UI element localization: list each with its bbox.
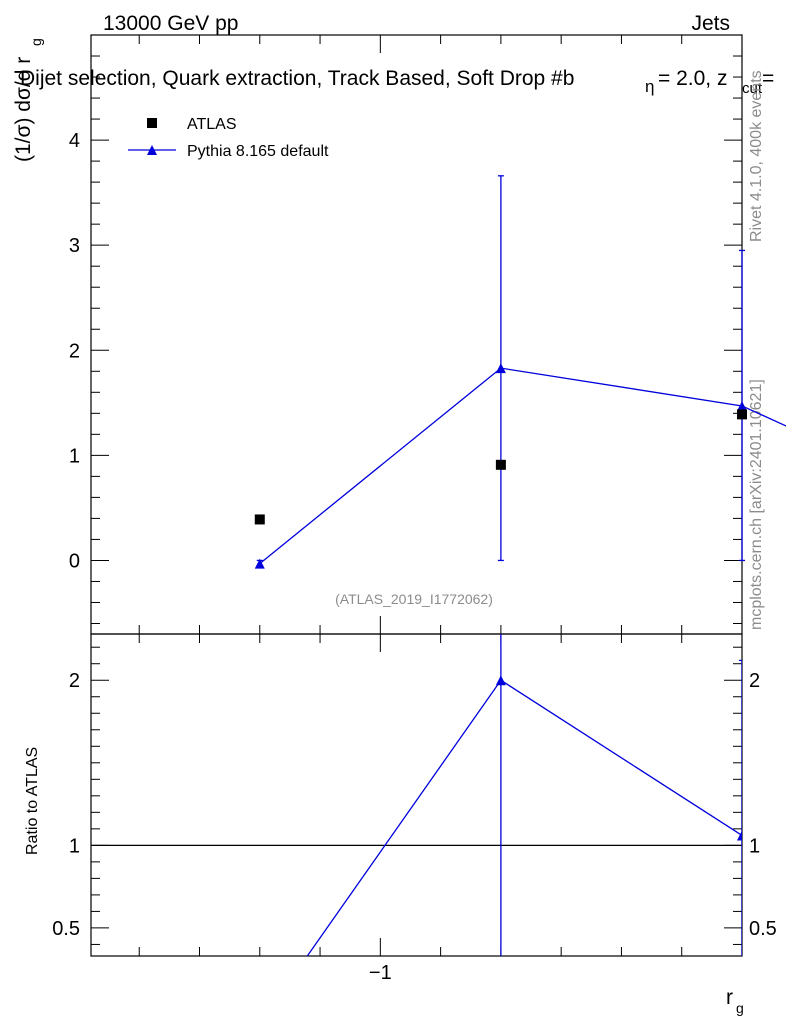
- legend: ATLAS Pythia 8.165 default: [128, 116, 329, 160]
- mcplots-label: mcplots.cern.ch [arXiv:2401.10621]: [748, 379, 765, 630]
- plot-title-suffix: = 2.0, z: [658, 67, 727, 90]
- main-y-tick-label: 1: [69, 445, 80, 467]
- main-y-tick-label: 3: [69, 235, 80, 257]
- ratio-y-tick-label: 1: [69, 835, 80, 857]
- ratio-y-tick-label-right: 0.5: [749, 918, 777, 940]
- atlas-point: [737, 409, 747, 420]
- legend-atlas-label: ATLAS: [187, 116, 237, 133]
- atlas-point: [495, 459, 506, 470]
- jets-label: Jets: [691, 12, 730, 35]
- pythia-point: [737, 400, 747, 411]
- ratio-y-tick-label-right: 2: [749, 670, 760, 692]
- ratio-y-tick-label: 2: [69, 670, 80, 692]
- x-axis-label-sub: g: [736, 1000, 744, 1016]
- plot-title-end: =: [762, 67, 774, 90]
- ratio-y-tick-label-right: 1: [749, 835, 760, 857]
- legend-pythia-label: Pythia 8.165 default: [187, 143, 329, 160]
- ratio-pythia-point: [737, 830, 742, 841]
- plot-title-eta: η: [645, 77, 654, 96]
- plot-title-sub: cut: [742, 80, 763, 97]
- main-y-tick-label: 2: [69, 340, 80, 362]
- x-axis-label: r: [726, 986, 733, 1009]
- ratio-series-group: [255, 634, 742, 1024]
- ratio-y-label: Ratio to ATLAS: [24, 747, 41, 855]
- ratio-x-tick-label: −1: [369, 962, 392, 984]
- main-y-label-sub: g: [28, 38, 44, 46]
- main-panel: 0 1 2 3 4: [69, 34, 786, 635]
- main-y-label: (1/σ) dσ/d r: [12, 57, 35, 162]
- rivet-label: Rivet 4.1.0, 400k events: [748, 70, 765, 242]
- legend-pythia-marker: [147, 145, 157, 155]
- ratio-pythia-point: [495, 675, 506, 686]
- ratio-pythia-point: [255, 1019, 265, 1024]
- ratio-y-tick-label: 0.5: [52, 918, 80, 940]
- energy-label: 13000 GeV pp: [103, 12, 238, 35]
- atlas-point: [254, 514, 265, 525]
- main-y-tick-label: 4: [69, 130, 80, 152]
- legend-atlas-marker: [147, 118, 157, 128]
- ratio-pythia-line: [306, 679, 742, 956]
- pythia-line: [259, 367, 786, 565]
- pythia-point: [254, 558, 265, 569]
- main-y-tick-label: 0: [69, 550, 80, 572]
- plot-title: Dijet selection, Quark extraction, Track…: [20, 67, 574, 90]
- analysis-watermark: (ATLAS_2019_I1772062): [335, 591, 493, 607]
- pythia-point: [495, 363, 506, 374]
- ratio-frame: [90, 633, 743, 957]
